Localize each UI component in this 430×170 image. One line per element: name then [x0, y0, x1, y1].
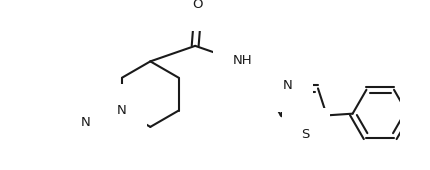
- Text: O: O: [193, 0, 203, 11]
- Text: N: N: [81, 116, 91, 129]
- Text: N: N: [94, 123, 95, 124]
- Text: NH: NH: [233, 54, 252, 67]
- Text: S: S: [301, 128, 310, 141]
- Text: N: N: [117, 104, 127, 117]
- Text: N: N: [96, 122, 97, 123]
- Text: N: N: [98, 121, 99, 122]
- Text: N: N: [283, 79, 293, 92]
- Text: N: N: [99, 122, 100, 123]
